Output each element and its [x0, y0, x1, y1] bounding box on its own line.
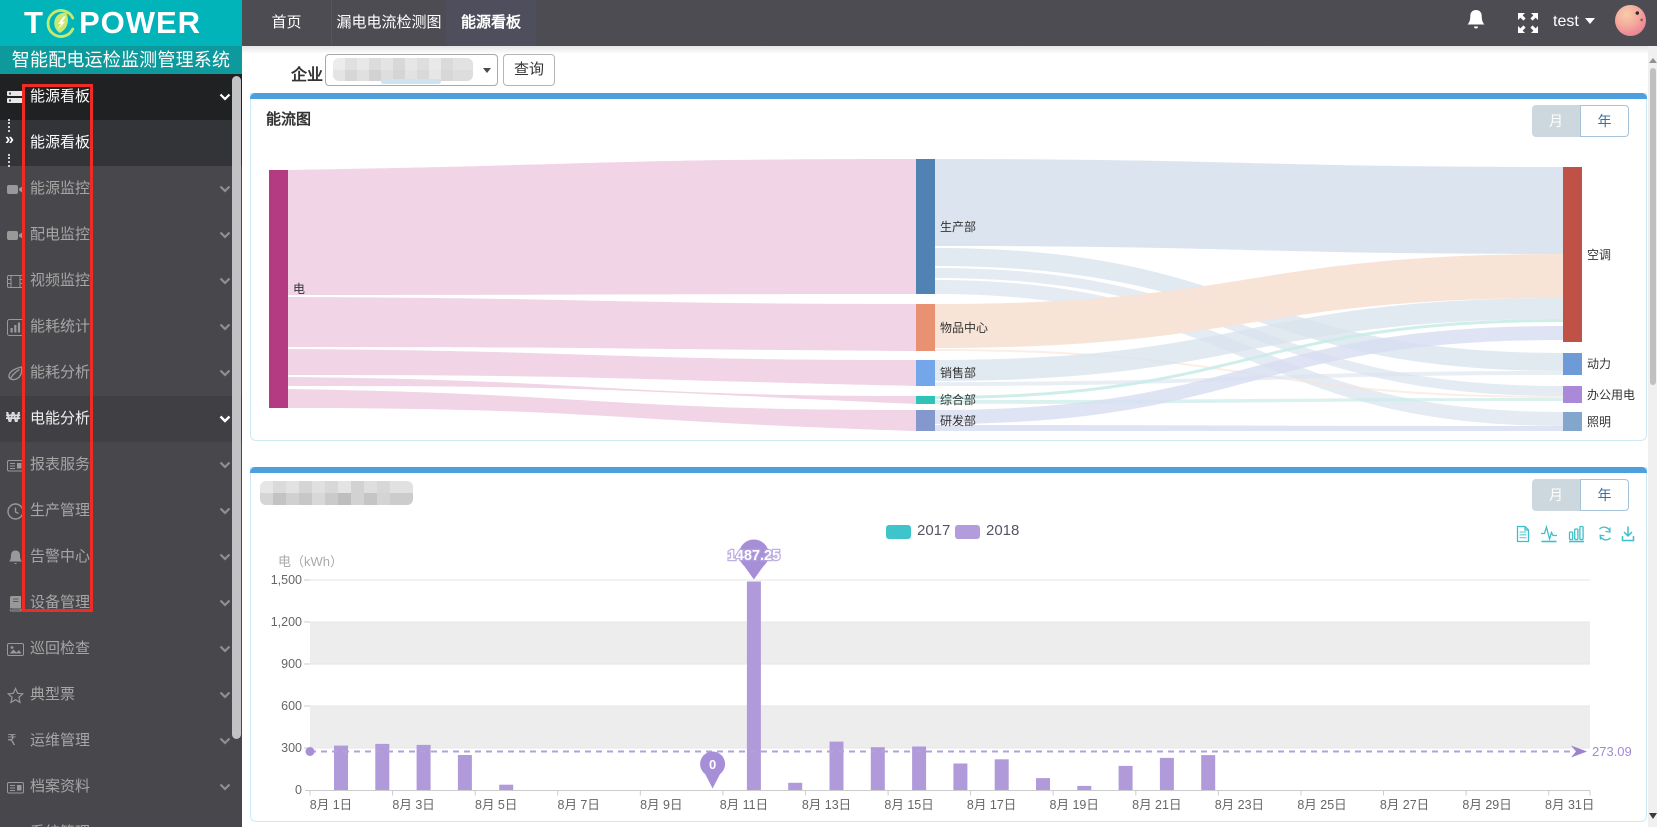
svg-text:8月 29日: 8月 29日: [1462, 798, 1511, 812]
svg-text:动力: 动力: [1587, 357, 1611, 371]
svg-text:8月 13日: 8月 13日: [802, 798, 851, 812]
svg-text:8月 15日: 8月 15日: [884, 798, 933, 812]
svg-text:研发部: 研发部: [940, 413, 976, 428]
svg-text:空调: 空调: [1587, 248, 1611, 262]
svg-text:8月 3日: 8月 3日: [392, 798, 434, 812]
svg-text:8月 25日: 8月 25日: [1297, 798, 1346, 812]
svg-text:物品中心: 物品中心: [940, 320, 988, 335]
svg-text:8月 7日: 8月 7日: [558, 798, 600, 812]
svg-text:900: 900: [281, 657, 302, 671]
svg-text:8月 21日: 8月 21日: [1132, 798, 1181, 812]
svg-text:8月 23日: 8月 23日: [1215, 798, 1264, 812]
svg-text:办公用电: 办公用电: [1587, 387, 1635, 402]
svg-text:电: 电: [293, 282, 305, 296]
svg-text:1,500: 1,500: [271, 573, 302, 587]
svg-text:1,200: 1,200: [271, 615, 302, 629]
svg-text:1487.25: 1487.25: [728, 548, 780, 564]
svg-text:综合部: 综合部: [940, 392, 976, 407]
svg-text:生产部: 生产部: [940, 219, 976, 234]
svg-text:8月 19日: 8月 19日: [1050, 798, 1099, 812]
svg-text:8月 27日: 8月 27日: [1380, 798, 1429, 812]
svg-text:8月 31日: 8月 31日: [1545, 798, 1594, 812]
svg-text:8月 1日: 8月 1日: [310, 798, 352, 812]
svg-text:8月 9日: 8月 9日: [640, 798, 682, 812]
svg-text:273.09: 273.09: [1592, 744, 1632, 759]
svg-text:8月 11日: 8月 11日: [720, 798, 768, 812]
svg-text:电（kWh）: 电（kWh）: [278, 554, 343, 569]
svg-text:8月 5日: 8月 5日: [475, 798, 517, 812]
svg-text:销售部: 销售部: [940, 365, 976, 380]
svg-text:1487.25: 1487.25: [728, 548, 780, 564]
svg-text:0: 0: [295, 783, 302, 797]
svg-text:300: 300: [281, 741, 302, 755]
svg-text:600: 600: [281, 699, 302, 713]
svg-text:照明: 照明: [1587, 415, 1611, 429]
svg-text:0: 0: [709, 757, 716, 772]
svg-text:8月 17日: 8月 17日: [967, 798, 1016, 812]
